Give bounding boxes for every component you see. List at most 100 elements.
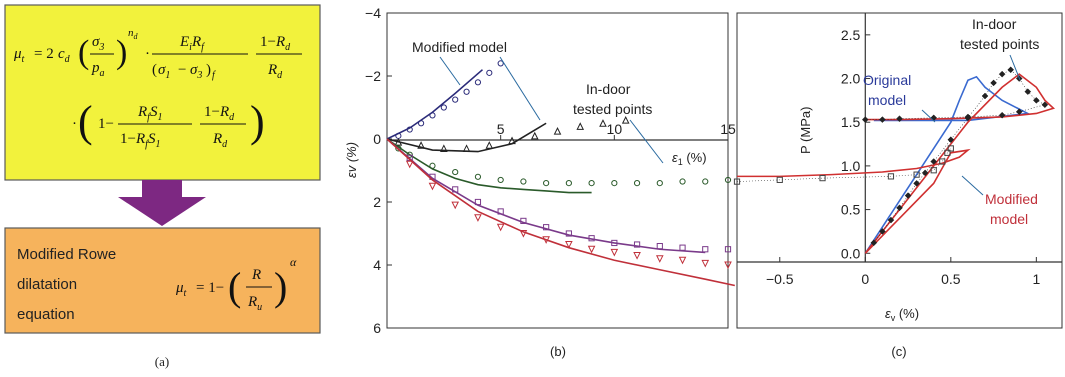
svg-text:α: α [290, 255, 297, 269]
model-curve-c [864, 75, 1031, 254]
data-point-b [656, 180, 663, 187]
data-point-c [913, 171, 920, 178]
data-point-b [520, 217, 527, 225]
annotation-original-c2: model [868, 92, 906, 108]
svg-text:μt: μt [175, 280, 187, 299]
y-tick-label: 1.0 [841, 158, 861, 174]
svg-text:1−: 1− [120, 131, 136, 147]
data-point-b [463, 88, 470, 95]
data-point-b [508, 136, 516, 145]
data-point-b [679, 244, 686, 251]
data-point-b [679, 178, 686, 185]
data-point-b [451, 201, 460, 210]
data-point-b [621, 115, 630, 124]
data-point-b [633, 180, 641, 187]
svg-text:): ) [206, 62, 211, 78]
plot-frame-c [736, 12, 1063, 329]
data-point-c [870, 239, 878, 247]
x-ticks-b: 5 10 15 [497, 121, 736, 140]
svg-text:·: · [145, 46, 150, 62]
data-point-b [474, 79, 482, 86]
data-point-b [633, 252, 641, 260]
svg-text:(: ( [78, 97, 93, 146]
data-point-b [462, 144, 471, 152]
model-curve-b [386, 69, 484, 140]
formula-box-top [4, 4, 321, 181]
x-tick-label: 15 [720, 121, 736, 137]
y-tick-label: 6 [373, 320, 381, 336]
data-point-b [530, 131, 539, 140]
data-point-c [887, 173, 895, 180]
data-point-c [776, 176, 783, 183]
data-point-c [733, 178, 741, 185]
y-ticks-b: −4 −2 0 2 4 6 [365, 5, 392, 336]
data-point-c [964, 113, 972, 121]
y-tick-label: −4 [365, 5, 381, 21]
data-point-c [998, 111, 1006, 119]
data-point-c [904, 192, 912, 199]
data-point-b [565, 180, 572, 187]
data-point-b [542, 236, 550, 244]
annotation-modified-c2: model [990, 211, 1028, 227]
svg-text:= 2: = 2 [34, 46, 54, 62]
y-tick-label: 1.5 [841, 114, 861, 130]
data-point-c [921, 169, 929, 177]
data-point-b [588, 180, 595, 187]
rowe-label-line3: equation [17, 306, 75, 323]
data-point-b [474, 173, 482, 180]
data-point-c [981, 92, 989, 100]
svg-text:μt: μt [13, 46, 25, 65]
x-tick-label: 0.5 [941, 271, 961, 287]
rowe-label-line1: Modified Rowe [17, 246, 116, 263]
data-point-b [497, 176, 504, 184]
data-point-b [610, 248, 619, 257]
down-arrow-icon [118, 180, 206, 226]
data-point-b [656, 243, 663, 250]
annotation-original-c1: Original [863, 72, 911, 88]
data-point-b [599, 119, 607, 127]
data-point-b [406, 151, 413, 158]
x-ticks-c: −0.5 0 0.5 1 [766, 257, 1040, 287]
data-point-b [724, 176, 732, 184]
pointer-line [629, 119, 664, 164]
svg-text:·: · [72, 116, 77, 132]
pointer-line [499, 56, 541, 121]
data-point-b [497, 60, 504, 67]
y-tick-label: 0.5 [841, 202, 861, 218]
svg-text:): ) [116, 34, 127, 71]
svg-text:R: R [251, 267, 261, 283]
data-point-c [861, 116, 869, 123]
data-point-b [519, 230, 528, 238]
x-tick-label: −0.5 [766, 271, 794, 287]
rowe-equation: μt = 1− ( R Ru ) α [175, 255, 297, 313]
data-point-b [702, 246, 709, 253]
data-point-b [395, 145, 402, 152]
data-point-b [429, 112, 436, 119]
data-point-b [588, 235, 595, 242]
data-point-b [724, 246, 732, 253]
data-point-c [939, 158, 946, 165]
data-point-b [565, 230, 572, 237]
x-tick-label: 5 [497, 121, 505, 137]
data-point-b [496, 223, 505, 232]
pointer-line [1009, 54, 1021, 81]
data-point-c [1041, 101, 1049, 109]
data-point-c [944, 149, 951, 156]
caption-c: (c) [891, 344, 906, 359]
data-point-c [998, 70, 1006, 78]
data-point-c [1007, 66, 1015, 74]
data-point-b [485, 141, 494, 149]
data-point-c [913, 180, 920, 187]
model-curve-b [386, 122, 547, 153]
y-ticks-c: 0.0 0.5 1.0 1.5 2.0 2.5 [737, 13, 1062, 263]
data-point-c [947, 136, 955, 144]
data-point-b [474, 214, 482, 222]
data-point-b [611, 180, 618, 187]
data-point-b [633, 241, 641, 248]
data-point-b [655, 255, 664, 263]
data-point-b [543, 224, 550, 231]
pointer-line [961, 175, 984, 196]
x-axis-label-c: εv (%) [885, 306, 919, 323]
svg-text:nd: nd [128, 27, 139, 41]
model-curve-b [386, 138, 706, 254]
